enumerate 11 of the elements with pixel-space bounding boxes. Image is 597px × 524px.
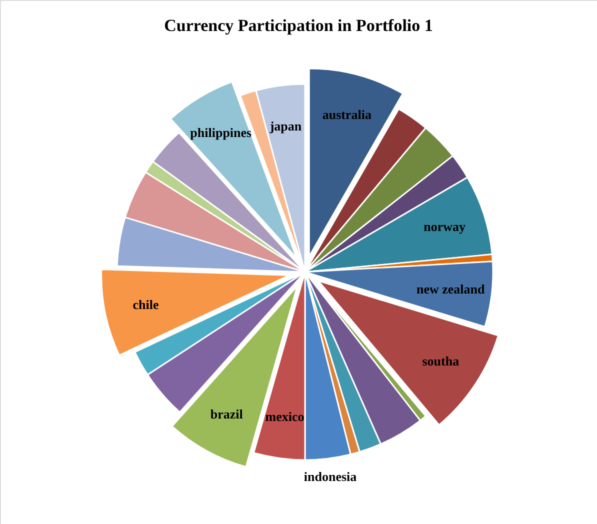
slice-label: new zealand	[416, 281, 486, 296]
slice-label: mexico	[265, 409, 304, 424]
slice-label: philippines	[190, 124, 252, 140]
slice-label: chile	[132, 296, 159, 312]
slice-label: norway	[424, 219, 466, 234]
slice-label: australia	[322, 106, 372, 122]
chart-title: Currency Participation in Portfolio 1	[164, 16, 433, 35]
slice-label: japan	[268, 118, 302, 134]
slice-label: southa	[422, 354, 460, 369]
slice-label: brazil	[210, 406, 244, 422]
slice-label: indonesia	[304, 469, 358, 484]
